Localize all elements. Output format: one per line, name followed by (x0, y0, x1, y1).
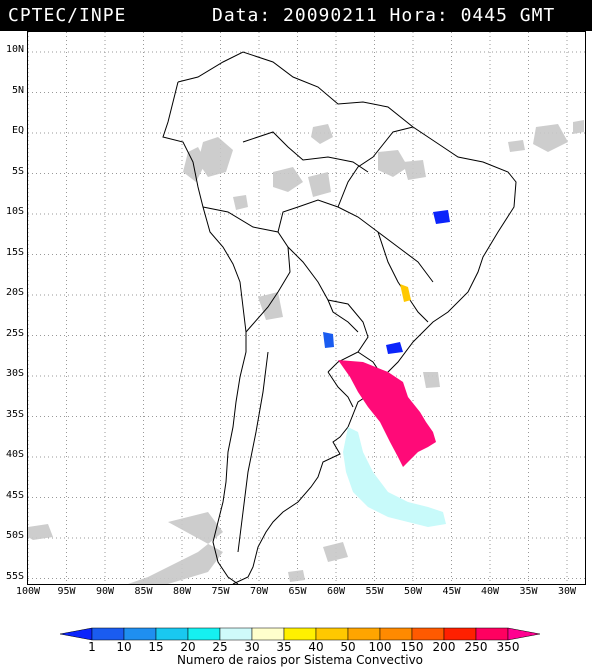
colorbar-segment (347, 627, 381, 641)
colorbar-segment (411, 627, 445, 641)
system-blue-parana (386, 342, 403, 354)
lat-label: 20S (5, 287, 24, 298)
graticule-grid (28, 32, 585, 584)
lat-label: 10S (5, 206, 24, 217)
lat-label: 25S (5, 327, 24, 339)
source-label: CPTEC/INPE (8, 5, 127, 26)
system-orange-minas (400, 284, 411, 302)
lon-label: 50W (403, 586, 423, 597)
colorbar-svg (59, 627, 541, 641)
lat-label: 15S (5, 246, 24, 258)
lat-label: EQ (11, 125, 24, 136)
colorbar-segment (475, 627, 509, 641)
colorbar-segment (187, 627, 221, 641)
colorbar-segment (283, 627, 317, 641)
lon-label: 60W (326, 586, 346, 597)
colorbar-segment (91, 627, 125, 641)
lat-label: 5S (11, 165, 24, 177)
colorbar-segment (315, 627, 349, 641)
lon-label: 40W (480, 586, 500, 597)
legend-caption: Numero de raios por Sistema Convectivo (176, 653, 424, 667)
lon-label: 90W (95, 586, 115, 597)
lat-label: 35S (5, 408, 24, 420)
lat-label: 55S (5, 570, 24, 582)
map-panel[interactable] (27, 31, 586, 585)
colorbar-tick-label: 30 (244, 640, 260, 654)
colorbar-tick-label: 250 (464, 640, 488, 654)
colorbar (0, 625, 600, 670)
colorbar-tick-label: 150 (400, 640, 424, 654)
colorbar-tick-label: 15 (148, 640, 164, 654)
colorbar-segment (379, 627, 413, 641)
colorbar-segment (123, 627, 157, 641)
colorbar-tick-label: 350 (496, 640, 520, 654)
cloud-patches (28, 120, 584, 584)
lon-label: 100W (15, 586, 41, 597)
datetime-label: Data: 20090211 Hora: 0445 GMT (212, 5, 556, 26)
colorbar-tick-label: 20 (180, 640, 196, 654)
colorbar-tick-label: 100 (368, 640, 392, 654)
lat-label: 5N (11, 84, 24, 96)
lat-label: 45S (5, 489, 24, 501)
lat-label: 40S (5, 449, 24, 460)
colorbar-tick-label: 200 (432, 640, 456, 654)
header-bar: CPTEC/INPE Data: 20090211 Hora: 0445 GMT (0, 0, 592, 31)
lat-label: 10N (5, 44, 24, 55)
lon-label: 55W (365, 586, 384, 597)
colorbar-tick-label: 1 (88, 640, 96, 654)
colorbar-tick-label: 35 (276, 640, 292, 654)
lon-label: 30W (557, 586, 577, 597)
lon-label: 80W (172, 586, 192, 597)
system-pink (338, 360, 436, 467)
colorbar-segment (59, 627, 93, 641)
lat-label: 30S (5, 368, 24, 379)
colorbar-segment (251, 627, 285, 641)
coastlines-borders (162, 51, 517, 584)
system-blue-paraguay (323, 332, 334, 348)
colorbar-segment (219, 627, 253, 641)
lon-label: 75W (211, 586, 230, 597)
colorbar-tick-label: 25 (212, 640, 228, 654)
lon-label: 95W (57, 586, 76, 597)
colorbar-segment (443, 627, 477, 641)
colorbar-tick-label: 50 (340, 640, 356, 654)
lon-label: 85W (134, 586, 153, 597)
colorbar-tick-label: 10 (116, 640, 132, 654)
lon-label: 35W (519, 586, 538, 597)
convective-systems (323, 210, 450, 527)
colorbar-segment (507, 627, 541, 641)
lat-label: 50S (5, 530, 24, 541)
lon-label: 45W (442, 586, 461, 597)
lon-label: 65W (288, 586, 307, 597)
lon-label: 70W (249, 586, 269, 597)
colorbar-segment (155, 627, 189, 641)
system-cyan (343, 427, 446, 527)
colorbar-tick-label: 40 (308, 640, 324, 654)
system-blue-bahia (433, 210, 450, 224)
map-svg (28, 32, 585, 584)
